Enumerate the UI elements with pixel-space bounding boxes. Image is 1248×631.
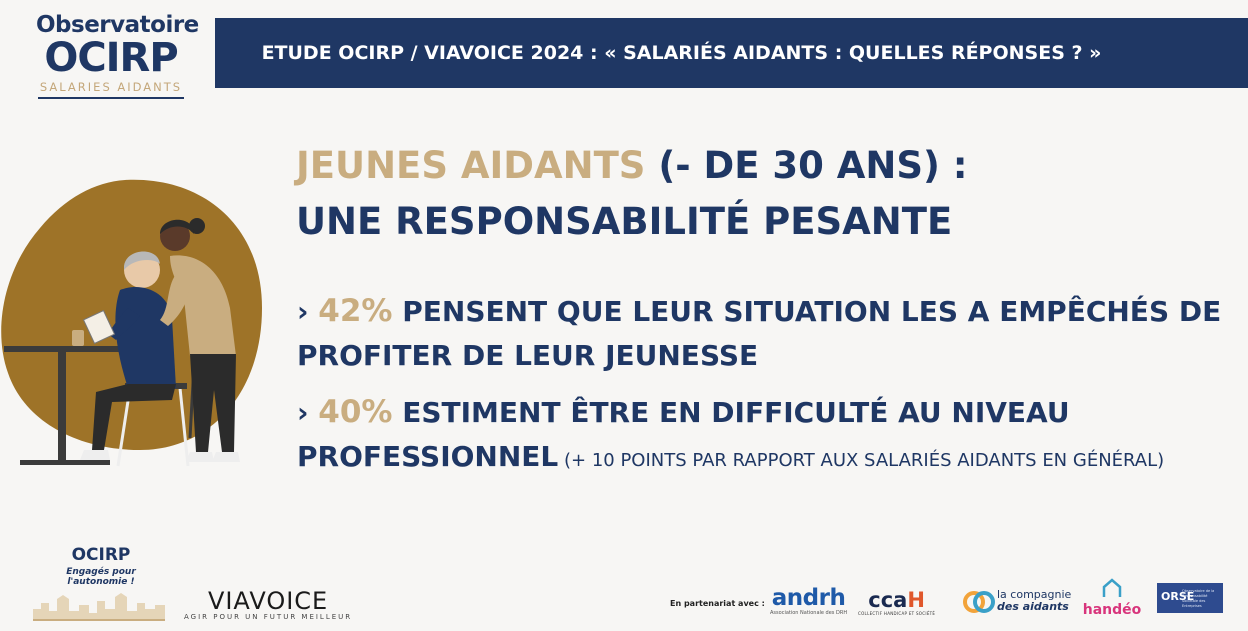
orse-tagline: Observatoire de la Responsabilité Sociét… bbox=[1182, 589, 1215, 608]
header-banner: ETUDE OCIRP / VIAVOICE 2024 : « SALARIÉS… bbox=[215, 18, 1248, 88]
stat-value: 42% bbox=[318, 293, 393, 329]
headline-highlight: JEUNES AIDANTS bbox=[296, 144, 646, 187]
observatoire-logo: Observatoire OCIRP SALARIES AIDANTS bbox=[36, 12, 199, 99]
man-shoe bbox=[80, 450, 110, 460]
headline: JEUNES AIDANTS (- DE 30 ANS) : UNE RESPO… bbox=[296, 138, 968, 250]
cca-h-mark: H bbox=[907, 588, 925, 612]
banner-title: ETUDE OCIRP / VIAVOICE 2024 : « SALARIÉS… bbox=[261, 42, 1102, 64]
stat-note: (+ 10 POINTS PAR RAPPORT AUX SALARIÉS AI… bbox=[558, 450, 1165, 471]
woman-hair bbox=[160, 219, 194, 234]
chair-leg-back bbox=[178, 387, 190, 467]
bullet-chevron: › bbox=[297, 396, 319, 429]
key-figure-40: › 40% ESTIMENT ÊTRE EN DIFFICULTÉ AU NIV… bbox=[297, 390, 1237, 483]
partner-orse-logo: ORSE Observatoire de la Responsabilité S… bbox=[1157, 583, 1223, 613]
man-arm bbox=[108, 308, 140, 340]
viavoice-tagline: AGIR POUR UN FUTUR MEILLEUR bbox=[184, 613, 353, 621]
viavoice-name: VIAVOICE bbox=[207, 587, 329, 615]
caregiver-illustration bbox=[1, 179, 263, 467]
cca-tagline: COLLECTIF HANDICAP ET SOCIÉTÉ bbox=[858, 611, 936, 616]
compagnie-line-2: des aidants bbox=[997, 600, 1069, 613]
headline-line-1: JEUNES AIDANTS (- DE 30 ANS) : bbox=[296, 138, 968, 194]
headline-age-range: (- DE 30 ANS) : bbox=[645, 144, 968, 187]
handeo-name: handéo bbox=[1082, 602, 1142, 618]
woman-arm bbox=[160, 274, 190, 326]
compagnie-rings-icon bbox=[963, 591, 995, 613]
logo-line-ocirp: OCIRP bbox=[44, 35, 178, 81]
table-leg bbox=[58, 352, 66, 462]
footer-ocirp-name: OCIRP bbox=[71, 545, 131, 565]
cup bbox=[72, 330, 84, 346]
partner-cca-logo: ccaH COLLECTIF HANDICAP ET SOCIÉTÉ bbox=[858, 589, 935, 616]
footer-ocirp-tagline: Engagés pour l'autonomie ! bbox=[66, 567, 136, 587]
andrh-tagline: Association Nationale des DRH bbox=[770, 610, 848, 616]
headline-line-2: UNE RESPONSABILITÉ PESANTE bbox=[296, 200, 953, 243]
logo-underline bbox=[38, 97, 184, 99]
town-skyline-icon bbox=[33, 593, 165, 621]
stat-value: 40% bbox=[318, 394, 393, 430]
key-figure-42: › 42% PENSENT QUE LEUR SITUATION LES A E… bbox=[297, 289, 1237, 378]
bullet-chevron: › bbox=[297, 295, 319, 328]
partner-compagnie-des-aidants-logo: la compagnie des aidants bbox=[962, 589, 1071, 619]
partner-andrh-logo: andrh Association Nationale des DRH bbox=[770, 586, 847, 616]
partners-label: En partenariat avec : bbox=[670, 599, 765, 608]
woman-legs bbox=[190, 354, 236, 452]
footer-ocirp-logo: OCIRP Engagés pour l'autonomie ! bbox=[36, 545, 166, 587]
book bbox=[82, 309, 116, 345]
logo-line-salaries-aidants: SALARIES AIDANTS bbox=[39, 80, 183, 94]
man-hair bbox=[124, 251, 160, 270]
footer-viavoice-logo: VIAVOICE AGIR POUR UN FUTUR MEILLEUR bbox=[184, 589, 352, 621]
stat-text: ESTIMENT ÊTRE EN DIFFICULTÉ AU NIVEAU PR… bbox=[297, 396, 1070, 473]
andrh-name: andrh bbox=[771, 585, 846, 611]
compagnie-line-1: la compagnie bbox=[997, 588, 1072, 601]
compagnie-text: la compagnie des aidants bbox=[997, 589, 1071, 613]
logo-line-observatoire: Observatoire bbox=[36, 12, 199, 38]
orse-name: ORSE bbox=[1161, 590, 1195, 603]
house-icon bbox=[1102, 578, 1122, 597]
partner-handeo-logo: handéo bbox=[1080, 578, 1144, 618]
key-figures: › 42% PENSENT QUE LEUR SITUATION LES A E… bbox=[297, 289, 1237, 495]
table-base bbox=[20, 460, 110, 465]
woman-shoes bbox=[186, 452, 240, 462]
man-legs bbox=[92, 384, 176, 450]
cca-name: cca bbox=[868, 588, 908, 612]
table-top bbox=[4, 346, 124, 352]
stat-text: PENSENT QUE LEUR SITUATION LES A EMPÊCHÉ… bbox=[297, 295, 1222, 372]
